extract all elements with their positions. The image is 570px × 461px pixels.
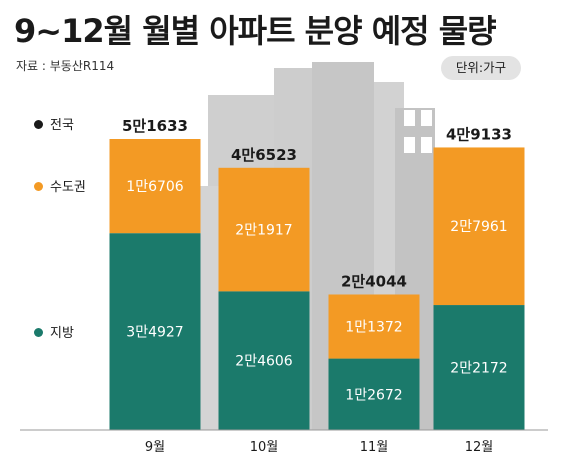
bar-provincial	[109, 233, 201, 430]
legend-dot-provincial	[34, 328, 43, 337]
building-window	[421, 110, 432, 126]
bar-capital	[218, 167, 310, 292]
building-window	[404, 137, 415, 153]
building-window	[421, 137, 432, 153]
unit-badge: 단위:가구	[441, 56, 521, 80]
bar-capital	[433, 147, 525, 306]
x-tick-label: 9월	[145, 440, 165, 455]
data-label-total: 5만1633	[122, 117, 188, 135]
x-axis-labels: 9월 10월 11월 12월	[145, 440, 493, 455]
data-label-capital: 2만1917	[235, 223, 292, 239]
legend-label-national: 전국	[50, 118, 74, 133]
bar-capital	[109, 139, 201, 234]
data-label-provincial: 3만4927	[126, 325, 183, 341]
data-label-provincial: 1만2672	[345, 387, 402, 403]
x-tick-label: 12월	[465, 440, 494, 455]
data-label-capital: 2만7961	[450, 219, 507, 235]
bar-provincial	[328, 358, 420, 430]
x-tick-label: 10월	[250, 440, 279, 455]
bar-provincial	[433, 305, 525, 430]
source-note: 자료 : 부동산R114	[16, 59, 115, 73]
legend-dot-national	[34, 120, 43, 129]
data-label-total: 2만4044	[341, 272, 407, 290]
building-window	[404, 110, 415, 126]
legend-item-capital: 수도권	[34, 178, 86, 198]
x-tick-label: 11월	[360, 440, 389, 455]
data-label-capital: 1만6706	[126, 179, 184, 195]
chart-title: 9~12월 월별 아파트 분양 예정 물량	[14, 12, 497, 50]
legend-label-capital: 수도권	[50, 180, 86, 195]
legend-label-provincial: 지방	[50, 326, 74, 341]
data-label-capital: 1만1372	[345, 320, 402, 336]
data-label-provincial: 2만2172	[450, 361, 507, 377]
legend-item-provincial: 지방	[34, 324, 74, 344]
legend-dot-capital	[34, 182, 43, 191]
data-label-provincial: 2만4606	[235, 354, 293, 370]
legend-item-national: 전국	[34, 116, 74, 136]
data-label-total: 4만9133	[446, 125, 512, 143]
bar-capital	[328, 294, 420, 359]
bar-provincial	[218, 291, 310, 430]
bars-layer: 3만4927 1만6706 5만1633 2만4606 2만1917 4만6523 1만26…	[109, 117, 525, 430]
data-label-total: 4만6523	[231, 146, 297, 164]
